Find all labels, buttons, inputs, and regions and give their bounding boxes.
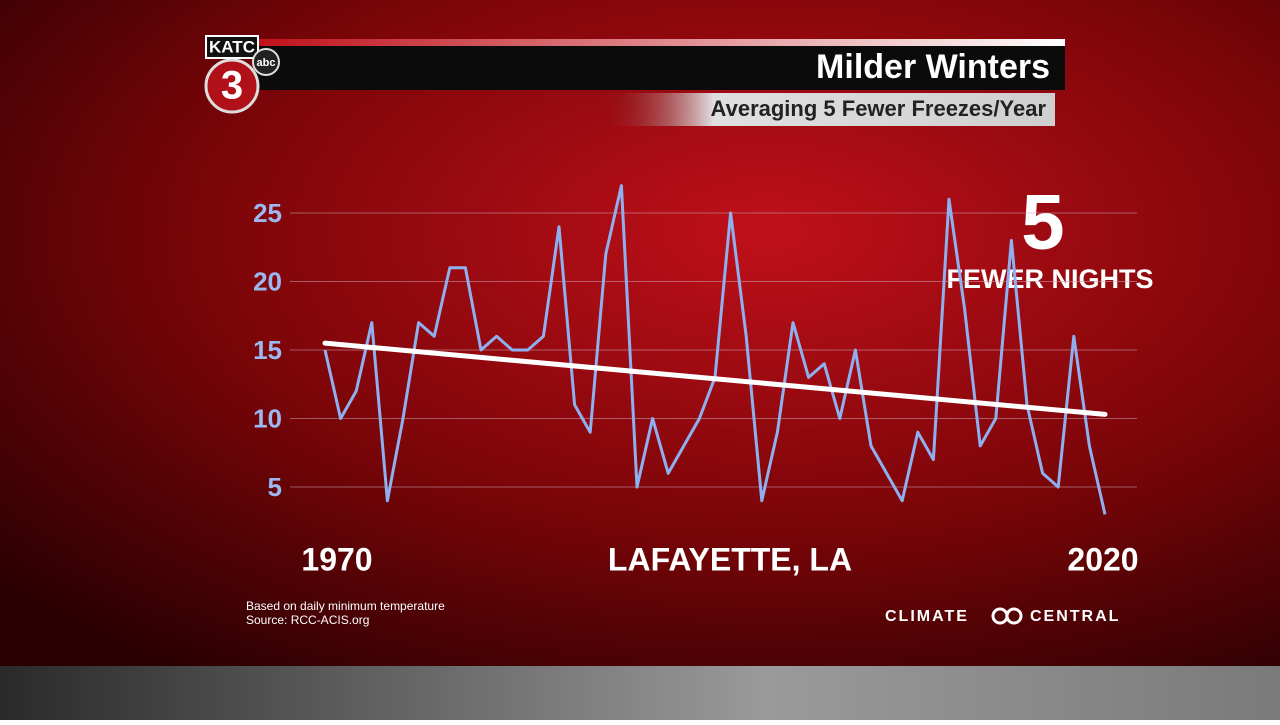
credit-icon (1005, 607, 1023, 625)
x-tick-label: 2020 (1067, 541, 1138, 577)
y-tick-label: 15 (253, 335, 282, 365)
trend-line (322, 340, 1108, 417)
location: LAFAYETTE, LA (608, 541, 852, 577)
annotation-number: 5 (1021, 178, 1064, 266)
credit: CENTRAL (1030, 608, 1120, 625)
credit: CLIMATE (885, 608, 969, 625)
subtitle-bar (600, 93, 1055, 126)
bottom-strip (0, 666, 1280, 720)
title: Milder Winters (816, 48, 1050, 86)
note: Source: RCC-ACIS.org (246, 613, 369, 627)
channel-logo (204, 58, 260, 114)
network-name: abc (257, 57, 276, 69)
y-tick-label: 20 (253, 266, 282, 296)
x-tick-label: 1970 (301, 541, 372, 577)
header-accent (255, 39, 1065, 46)
y-tick-label: 5 (268, 472, 282, 502)
note: Based on daily minimum temperature (246, 599, 445, 613)
y-tick-label: 25 (253, 198, 282, 228)
y-tick-label: 10 (253, 403, 282, 433)
subtitle: Averaging 5 Fewer Freezes/Year (711, 96, 1047, 121)
network-logo (252, 48, 280, 76)
channel-number: 3 (221, 64, 243, 108)
annotation-text: FEWER NIGHTS (947, 264, 1154, 294)
plot: 5 10 15 20 25 1970 2020 (253, 184, 1139, 577)
station-name: KATC (209, 37, 255, 56)
station-box (205, 35, 259, 59)
title-bar (255, 46, 1065, 90)
